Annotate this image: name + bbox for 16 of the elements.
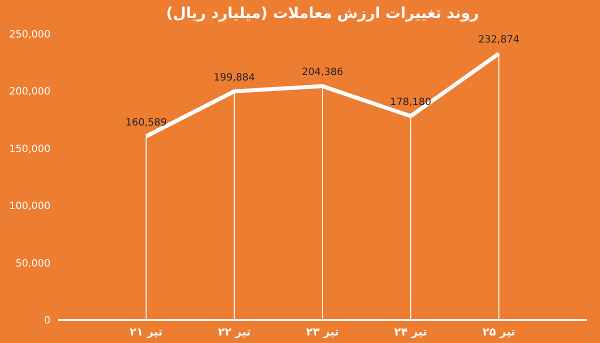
chart-title: روند تغییرات ارزش معاملات (میلیارد ریال) <box>166 4 479 22</box>
y-tick-label: 150,000 <box>9 144 50 155</box>
y-tick-label: 50,000 <box>16 258 50 270</box>
x-tick-label: ۲۳ تیر <box>306 326 339 338</box>
data-label: 204,386 <box>302 67 344 78</box>
data-label: 199,884 <box>214 72 256 84</box>
y-tick-label: 100,000 <box>9 201 50 212</box>
data-label: 160,589 <box>125 117 167 128</box>
y-tick-label: 0 <box>44 316 50 326</box>
y-tick-label: 250,000 <box>9 30 50 40</box>
x-tick-label: ۲۱ تیر <box>130 326 163 338</box>
x-tick-label: ۲۵ تیر <box>482 326 516 338</box>
x-tick-label: ۲۴ تیر <box>394 326 428 338</box>
data-label: 232,874 <box>478 34 520 46</box>
y-tick-label: 200,000 <box>9 86 50 98</box>
x-tick-label: ۲۲ تیر <box>218 326 251 338</box>
